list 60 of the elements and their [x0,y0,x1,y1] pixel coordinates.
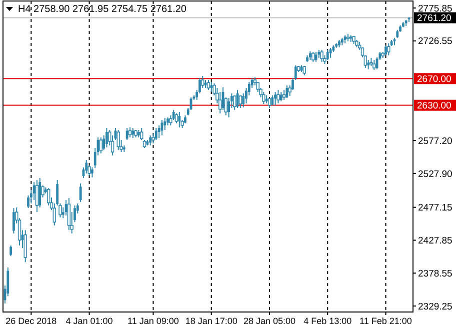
candlestick [238,94,242,108]
candlestick [178,111,181,128]
candlestick [140,128,144,141]
candlestick [67,198,71,231]
candlestick [311,51,315,62]
candlestick [280,91,282,102]
y-tick-label: 2577.20 [418,136,452,147]
candlestick [85,160,88,174]
ref-line-label: 2630.00 [417,100,452,112]
y-tick-label: 2527.90 [418,168,452,180]
ref-line-label: 2670.00 [417,74,452,85]
candlestick [274,91,276,106]
candlestick [149,134,152,146]
candlestick [106,128,108,148]
candlestick [116,130,120,151]
x-tick-label: 28 Jan 05:00 [243,316,296,326]
x-tick-label: 18 Jan 17:00 [185,316,238,326]
candlestick [126,128,128,141]
candlestick [387,42,390,56]
candlestick [271,94,274,106]
candlestick [160,119,164,136]
candlestick [367,59,370,70]
candlestick [210,81,213,92]
candlestick [154,128,158,141]
candlestick [276,89,280,104]
chart-title: H4 2758.90 2761.95 2754.75 2761.20 [18,4,187,15]
x-tick-label: 4 Jan 01:00 [66,316,113,326]
x-tick-label: 11 Jan 09:00 [128,316,179,326]
candlestick [90,166,94,178]
candlestick [384,44,387,56]
candlestick [218,91,222,114]
ref-line-label: 2761.20 [417,13,452,24]
candlestick [320,49,324,62]
candlestick [128,126,132,138]
candlestick [99,136,103,154]
candlestick [286,84,288,98]
candlestick [326,49,329,60]
candlestick [174,112,178,124]
y-tick-label: 2477.15 [418,202,452,214]
x-tick-label: 26 Dec 2018 [6,316,57,326]
candlestick [35,180,39,213]
candlestick [206,79,210,90]
candlestick [372,59,376,70]
y-tick-label: 2329.25 [418,301,452,312]
y-tick-label: 2726.55 [418,36,452,48]
x-tick-label: 11 Feb 21:00 [360,316,412,326]
candlestick [24,230,27,263]
y-tick-label: 2775.85 [418,3,452,14]
candlestick [262,91,266,104]
candlestick [282,89,286,100]
candlestick [38,178,42,208]
y-tick-label: 2427.85 [418,236,452,247]
candlestick [46,188,50,206]
candlestick [12,208,15,234]
y-tick-label: 2378.55 [418,268,452,280]
candlestick [132,128,134,139]
x-tick-label: 4 Feb 13:00 [304,316,352,326]
candlestick [228,97,230,118]
candlestick [10,244,12,257]
candlestick [79,182,82,203]
